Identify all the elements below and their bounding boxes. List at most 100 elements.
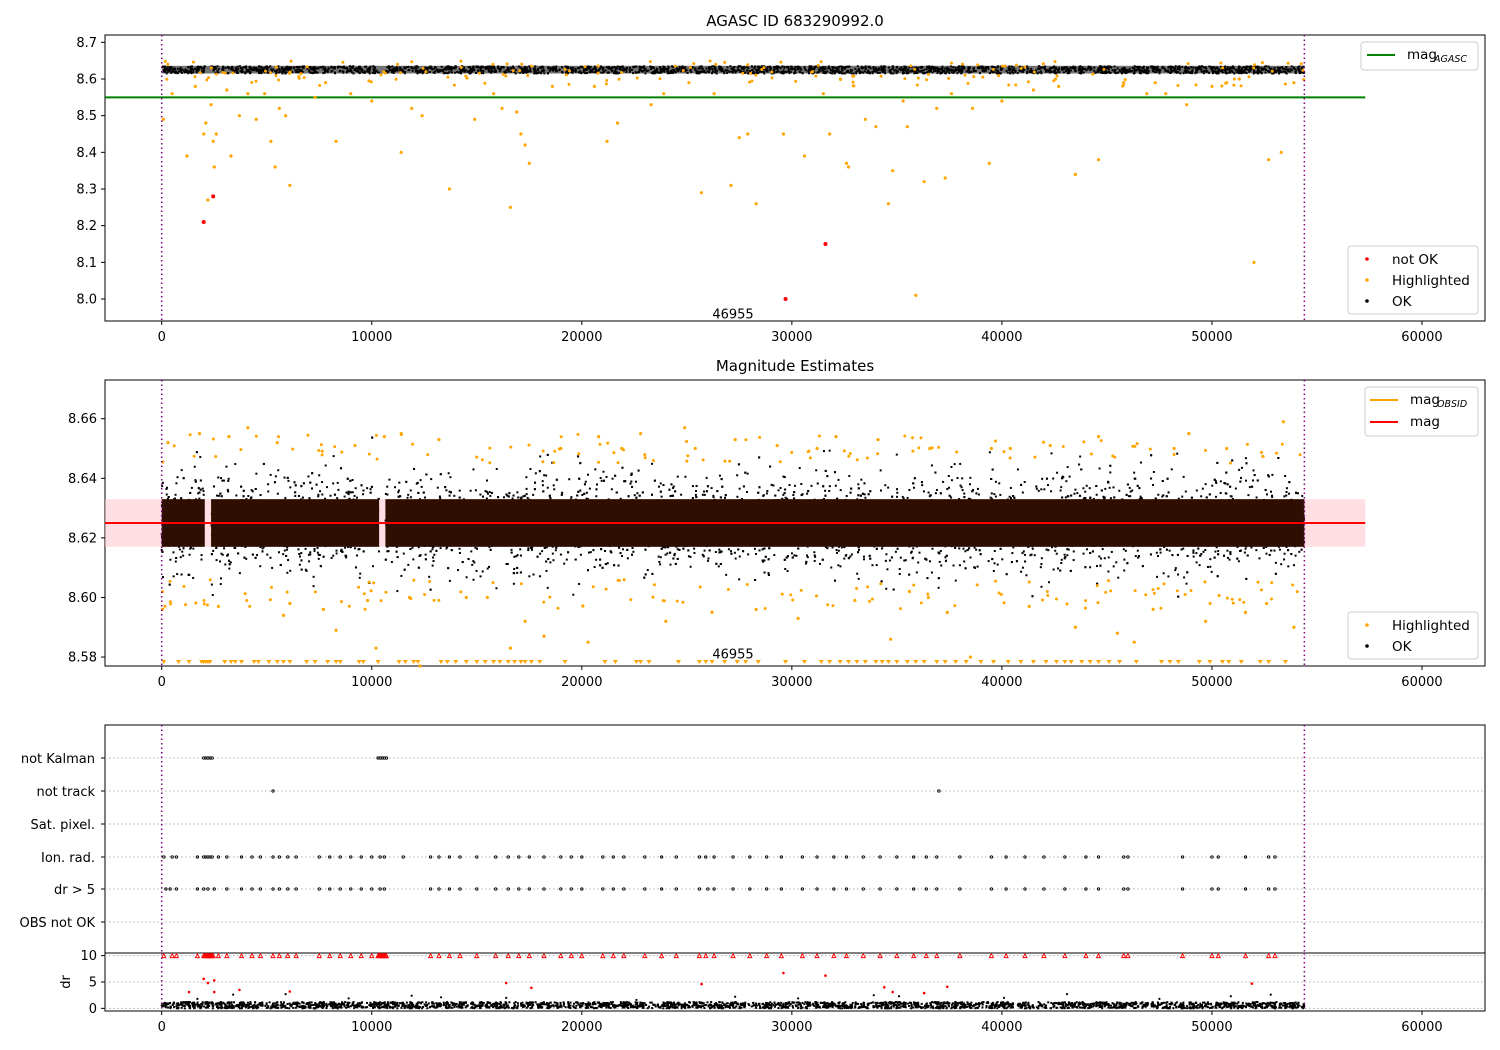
highlighted-point (1210, 84, 1214, 88)
ok-point (1063, 557, 1066, 560)
ok-point (386, 550, 389, 553)
ok-point (1054, 549, 1057, 552)
highlighted-point (202, 132, 206, 136)
highlighted-point (396, 62, 400, 66)
ok-point (1101, 548, 1104, 551)
ok-point (651, 462, 654, 465)
highlighted-point (237, 114, 242, 118)
highlighted-point (1032, 70, 1036, 74)
ok-point (888, 559, 891, 562)
highlighted-point (1015, 63, 1019, 67)
highlighted-point (1102, 67, 1106, 71)
ok-point (417, 546, 420, 549)
panel-1-xtick-label: 50000 (1191, 330, 1232, 345)
ok-point (495, 587, 498, 590)
ok-point (428, 575, 431, 578)
panel-1-ytick-label: 8.1 (76, 256, 97, 271)
highlighted-point (523, 143, 527, 147)
ok-point (553, 488, 556, 491)
ok-point (469, 489, 472, 492)
ok-point (227, 553, 230, 556)
ok-point (964, 550, 967, 553)
highlighted-point (1122, 81, 1126, 85)
ok-point (1129, 490, 1132, 493)
highlighted-point (263, 92, 267, 96)
highlighted-point (1000, 99, 1004, 103)
panel-1-ytick-label: 8.2 (76, 219, 97, 234)
panel-1-title: AGASC ID 683290992.0 (706, 12, 884, 30)
highlighted-point (1121, 83, 1125, 87)
highlighted-point (673, 64, 677, 68)
highlighted-point (526, 73, 530, 77)
ok-point (197, 492, 200, 495)
ok-point (733, 551, 736, 554)
highlighted-point (323, 81, 328, 85)
ok-point (354, 487, 357, 490)
ok-point (782, 493, 785, 496)
highlighted-point (981, 75, 985, 79)
highlighted-point (250, 80, 254, 84)
ok-point (956, 477, 959, 480)
ok-point (541, 484, 544, 487)
ok-point (172, 575, 175, 578)
highlighted-point (564, 73, 568, 77)
highlighted-point (424, 70, 428, 74)
highlighted-point (520, 62, 524, 66)
highlighted-point (729, 183, 733, 187)
highlighted-point (905, 125, 909, 129)
highlighted-point (273, 165, 277, 169)
ok-point (934, 492, 937, 495)
highlighted-point (922, 180, 926, 184)
highlighted-point (963, 73, 967, 77)
ok-point (449, 476, 452, 479)
highlighted-point (770, 76, 774, 80)
ok-point (1248, 486, 1251, 489)
highlighted-point (943, 176, 947, 180)
ok-point (409, 489, 412, 492)
ok-point (989, 496, 992, 499)
ok-point (952, 564, 955, 567)
highlighted-point (851, 84, 855, 88)
ok-point (384, 492, 387, 495)
highlighted-point (901, 99, 905, 103)
highlighted-point (212, 165, 216, 169)
highlighted-point (367, 79, 371, 83)
ok-point (439, 547, 442, 550)
ok-point (534, 472, 537, 475)
ok-point (837, 564, 840, 567)
highlighted-point (662, 92, 666, 96)
ok-point (238, 572, 241, 575)
ok-point (1247, 494, 1250, 497)
highlighted-point (987, 161, 991, 165)
highlighted-point (229, 154, 233, 158)
highlighted-point (274, 74, 278, 78)
ok-point (161, 576, 164, 579)
ok-point (998, 482, 1001, 485)
ok-point (1037, 489, 1040, 492)
highlighted-point (1232, 77, 1236, 81)
highlighted-point (349, 92, 353, 96)
ok-point (1219, 480, 1222, 483)
ok-point (255, 472, 258, 475)
highlighted-point (501, 72, 505, 76)
highlighted-point (620, 70, 624, 74)
ok-point (942, 480, 945, 483)
highlighted-point (1252, 63, 1256, 67)
highlighted-point (699, 191, 704, 195)
highlighted-point (1221, 66, 1225, 70)
highlighted-point (567, 82, 571, 86)
not-ok-point (783, 297, 788, 301)
ok-point (680, 493, 683, 496)
highlighted-point (816, 63, 820, 67)
legend-point-swatch (1365, 257, 1369, 261)
highlighted-point (1052, 79, 1056, 83)
ok-point (579, 553, 582, 556)
ok-point (1157, 493, 1160, 496)
legend-point-swatch (1365, 299, 1369, 303)
highlighted-point (568, 69, 572, 73)
ok-point (738, 578, 741, 581)
highlighted-point (1252, 66, 1256, 70)
ok-point (1240, 466, 1243, 469)
highlighted-point (749, 71, 753, 75)
ok-point (397, 489, 400, 492)
